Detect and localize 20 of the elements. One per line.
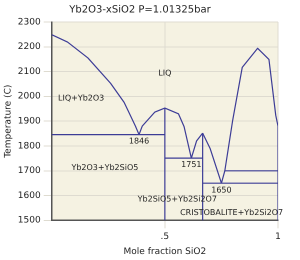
chart-title: Yb2O3-xSiO2 P=1.01325bar <box>68 4 212 16</box>
annotation: Yb2O3+Yb2SiO5 <box>70 162 138 172</box>
x-axis-title: Mole fraction SiO2 <box>124 246 206 257</box>
y-tick-label: 2300 <box>18 17 41 28</box>
x-tick-label: .5 <box>160 232 170 242</box>
y-tick-label: 1800 <box>18 141 41 152</box>
y-tick-label: 1700 <box>18 166 41 176</box>
y-tick-label: 2200 <box>18 42 41 52</box>
y-tick-label: 2000 <box>18 92 41 102</box>
annotation: 1751 <box>181 160 202 170</box>
x-tick-label: 1 <box>275 232 281 242</box>
y-tick-label: 1600 <box>18 190 41 201</box>
y-axis-title: Temperature (C) <box>4 84 14 159</box>
annotation: LIQ+Yb2O3 <box>58 93 104 102</box>
y-tick-label: 1900 <box>18 116 41 127</box>
y-tick-label: 1500 <box>18 216 41 226</box>
annotation: 1846 <box>128 136 150 146</box>
annotation: LIQ <box>158 68 172 78</box>
y-tick-label: 2100 <box>18 66 41 77</box>
annotation: 1650 <box>211 185 232 194</box>
